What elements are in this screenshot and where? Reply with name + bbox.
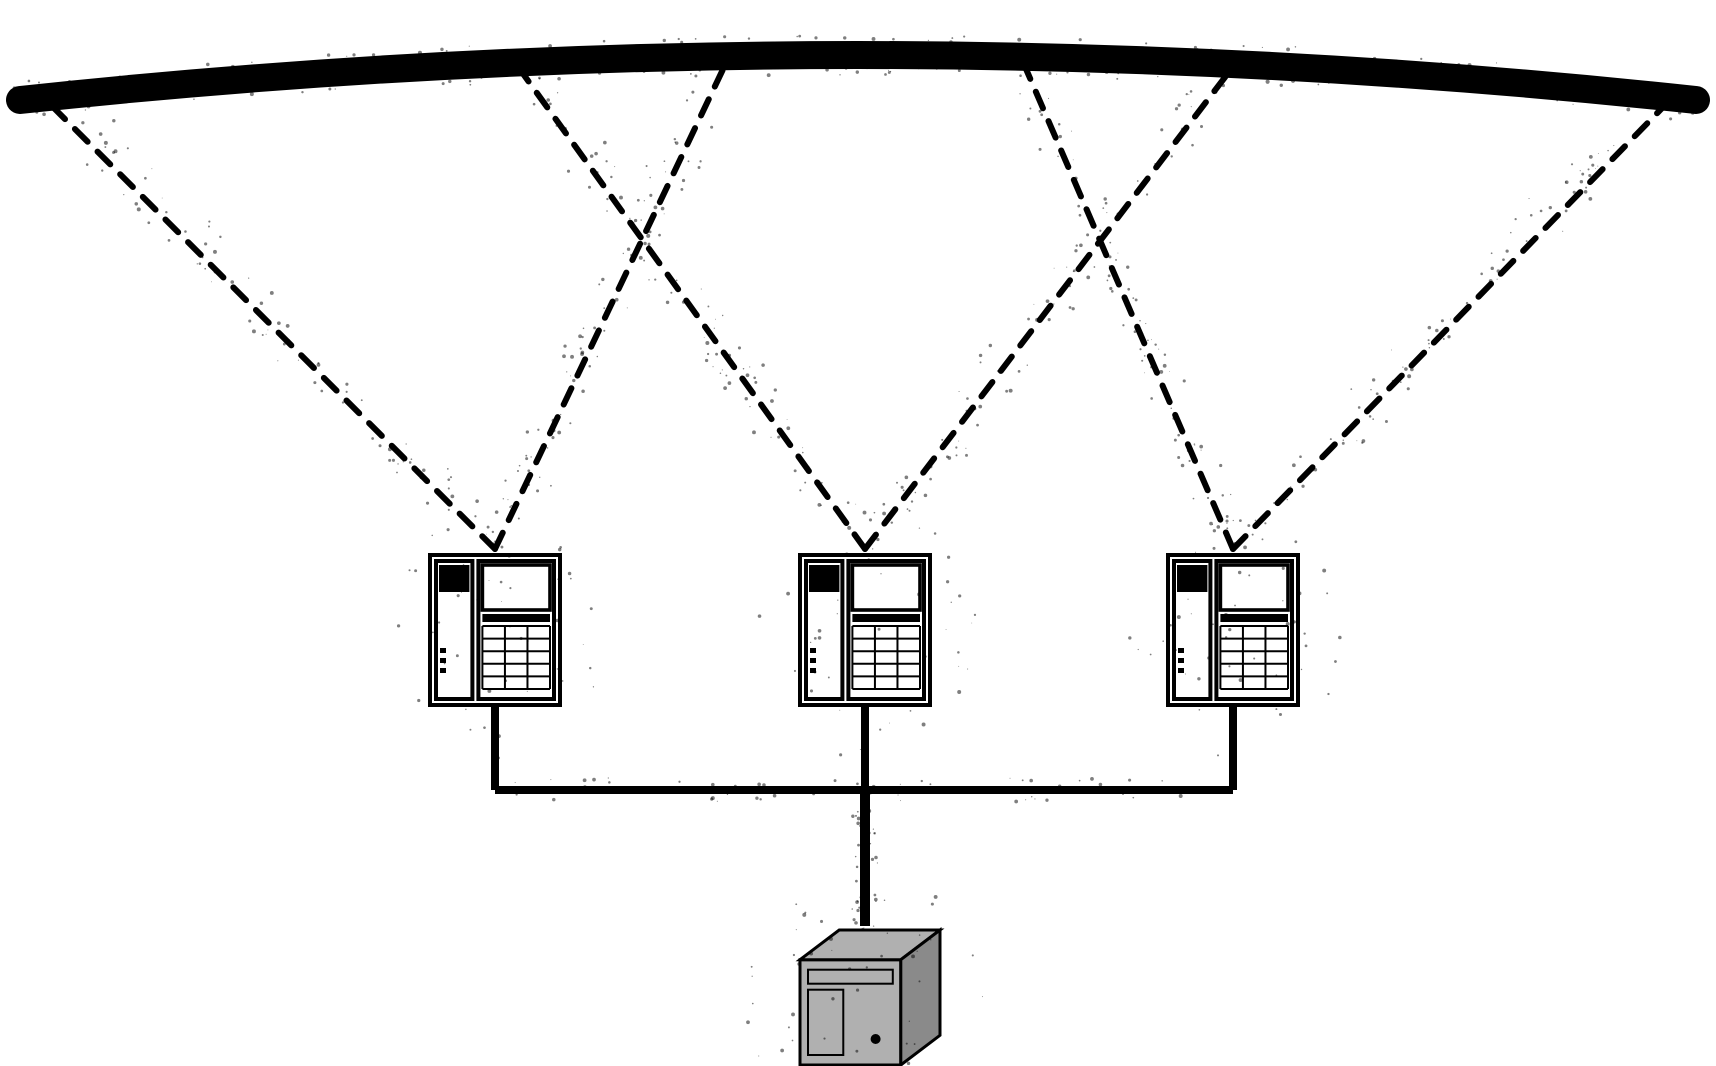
uplinks <box>54 46 1673 561</box>
uplink-1 <box>54 46 729 549</box>
uplink-3 <box>1018 54 1672 550</box>
uplink-2 <box>523 60 1227 561</box>
wired-bus <box>495 705 1233 928</box>
satellite-arc <box>13 35 1696 116</box>
diagram-canvas <box>0 0 1716 1066</box>
